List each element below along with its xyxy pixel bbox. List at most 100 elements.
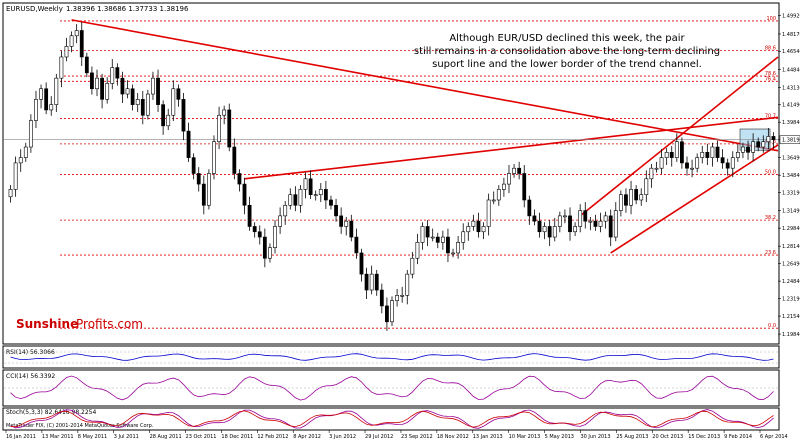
current-price-box [779,135,800,144]
x-tick-label: 18 Nov 2012 [437,434,469,440]
y-tick-label: 1.43130 [782,85,800,91]
candle-bear [593,220,598,227]
candle-bull [735,152,740,158]
y-tick-label: 1.31490 [782,209,800,215]
candle-bull [400,295,405,297]
candle-bear [181,99,186,132]
stoch-signal-line [10,410,774,428]
x-tick-label: 20 Oct 2013 [652,434,683,440]
trend-line [579,56,779,217]
candle-bull [313,194,318,196]
candle-bull [730,157,735,169]
fib-level-label: 88.6 [765,46,776,52]
candle-bull [613,210,618,238]
candle-bull [49,104,54,111]
brand-logo-part2: Profits.com [76,317,143,331]
chart-title: EURUSD,Weekly [6,5,63,13]
candle-bear [715,146,720,158]
cci-label: CCI(14) 56.3392 [6,373,55,380]
x-axis: 16 Jan 2011 13 Mar 2011 8 May 2011 3 Jul 20… [5,430,788,440]
candle-bull [318,189,323,195]
y-tick-label: 1.49920 [782,13,800,19]
candle-bear [385,305,389,323]
candle-bull [273,226,277,248]
candle-bull [369,273,374,291]
candle-bear [608,215,613,238]
candle-bull [507,173,511,185]
candle-bear [257,231,262,238]
candle-bear [435,236,440,243]
candle-bull [578,210,583,227]
candle-bear [247,204,252,227]
candle-bear [771,136,776,140]
y-tick-label: 1.36490 [782,156,800,162]
candle-bull [395,295,399,301]
candle-bull [207,173,211,206]
candle-bull [34,99,38,121]
candle-bull [598,220,603,227]
candle-bear [532,215,537,222]
candle-bull [690,167,694,170]
candle-bull [649,167,654,180]
candles [8,22,776,331]
candle-bear [196,173,201,185]
candle-bull [28,120,33,148]
candle-bear [156,77,160,105]
candle-bear [79,30,84,58]
candle-bear [334,204,338,217]
candle-bear [339,215,344,227]
main-panel-frame [2,2,780,345]
candle-bull [344,220,349,227]
candle-bear [232,146,237,174]
candle-bull [125,88,130,95]
candle-bull [456,242,461,254]
x-tick-label: 15 Dec 2013 [688,434,720,440]
candle-bear [130,88,135,105]
candle-bull [761,141,766,148]
x-tick-label: 3 Jul 2011 [114,434,139,440]
candle-bear [115,67,120,79]
candle-bull [618,194,623,211]
x-tick-label: 23 Oct 2011 [186,434,217,440]
fib-level-label: 61.8 [765,139,776,145]
candle-bear [140,99,145,116]
fib-level-label: 100 [766,16,776,22]
candle-bull [486,199,491,227]
candle-bear [349,220,354,238]
candle-bull [222,109,227,116]
candle-bull [496,189,501,201]
y-tick-label: 1.33190 [782,191,800,197]
x-tick-label: 13 Jan 2013 [473,434,503,440]
candle-bull [283,204,288,217]
candle-bull [405,273,410,296]
y-tick-label: 1.44840 [782,67,800,73]
stoch-panel [2,407,780,431]
x-tick-label: 5 May 2013 [545,434,574,440]
candle-bull [151,77,155,95]
candle-bull [563,215,567,218]
x-tick-label: 16 Jan 2011 [6,434,36,440]
candle-bear [242,183,247,206]
candle-bull [13,162,18,190]
candle-bull [105,83,110,100]
footer-credit: MetaTrader FIX, (C) 2001-2014 MetaQuotes… [6,423,154,429]
candle-bear [537,220,542,233]
candle-bear [100,77,104,100]
y-tick-label: 1.46540 [782,49,800,55]
candle-bear [84,56,89,74]
candle-bull [654,167,659,170]
indicator-lines [4,351,778,429]
x-tick-label: 30 Jun 2013 [580,434,610,440]
y-tick-label: 1.48170 [782,32,800,38]
candle-bear [446,236,450,254]
candle-bull [390,300,394,323]
stoch-label: Stoch(5,3,3) 82.6416 98.2254 [6,409,97,416]
candle-bear [120,77,125,95]
candle-bull [430,236,435,239]
fib-level-label: 38.2 [765,215,776,221]
candle-bull [74,30,79,37]
candle-bear [262,236,267,259]
candle-bull [695,157,700,169]
candle-bull [552,226,557,238]
x-tick-label: 25 Aug 2013 [616,434,648,440]
